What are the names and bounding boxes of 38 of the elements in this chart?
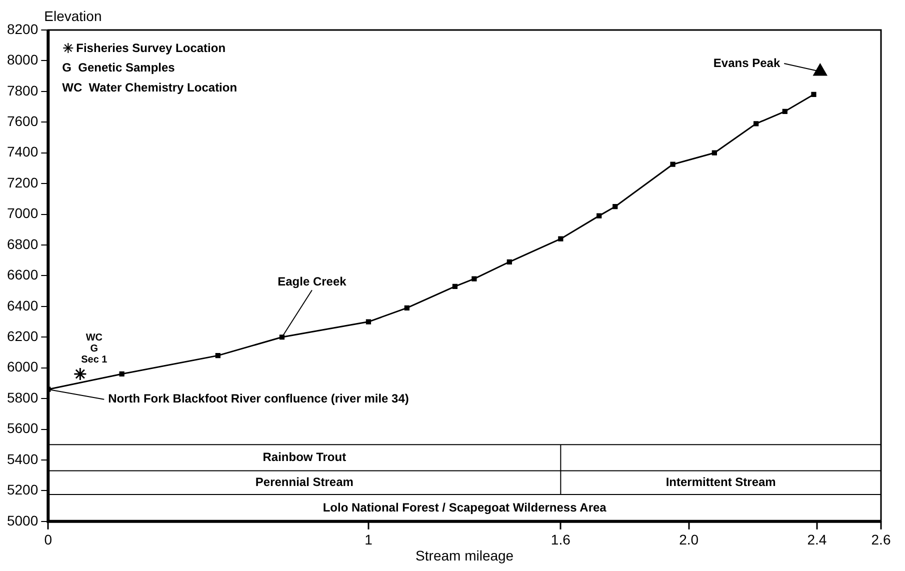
y-tick-label: 7800 [6,82,38,98]
y-tick-label: 6200 [6,328,38,344]
y-tick-label: 7600 [6,112,38,129]
x-axis-title: Stream mileage [416,547,514,564]
x-tick-label: 2.4 [807,532,827,548]
annotation: Lolo National Forest / Scapegoat Wilderness Area [322,500,607,514]
annotation: G Genetic Samples [62,60,176,74]
x-tick-label: 0 [44,532,52,548]
y-tick-label: 5200 [6,482,38,498]
y-tick-label: 7400 [6,144,38,160]
y-tick-label: 5000 [6,512,38,528]
x-tick-label: 1.6 [550,532,571,548]
annotation: Eagle Creek [278,274,347,288]
y-tick-label: 6400 [6,297,38,314]
y-tick-label: 5800 [6,389,38,406]
y-tick-label: 7200 [6,174,38,190]
annotation: Evans Peak [713,56,780,70]
y-tick-label: 5400 [6,450,38,467]
annotation: Sec 1 [81,354,108,366]
annotation: G [90,344,98,355]
y-tick-label: 5600 [6,420,38,436]
y-tick-label: 6000 [6,358,38,375]
annotation: Intermittent Stream [666,474,776,489]
annotation: North Fork Blackfoot River confluence (river mile 34) [108,392,409,406]
y-tick-label: 6600 [6,266,38,283]
annotation: Rainbow Trout [262,450,346,464]
annotation: WC Water Chemistry Location [62,80,238,94]
legend-label: Fisheries Survey Location [76,41,226,55]
y-tick-label: 6800 [6,236,38,252]
y-tick-label: 8200 [6,20,38,37]
y-tick-label: 8000 [6,52,38,68]
x-tick-label: 2.6 [871,532,891,548]
x-tick-label: 1 [364,532,373,548]
annotation: Perennial Stream [255,474,354,489]
annotation: WC [86,332,103,344]
y-axis-title: Elevation [44,8,102,24]
y-tick-label: 7000 [6,205,38,222]
x-tick-label: 2.0 [679,532,699,548]
